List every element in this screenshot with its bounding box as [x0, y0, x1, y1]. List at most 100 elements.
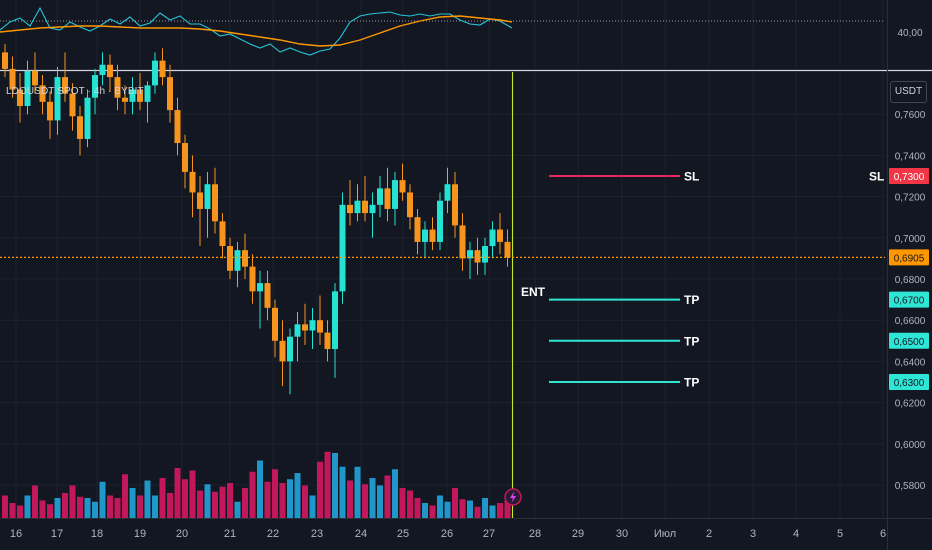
volume-bar	[122, 474, 128, 518]
volume-bar	[339, 466, 346, 518]
symbol-legend[interactable]: LDOUSDT SPOT · 4h · BYBIT	[6, 86, 144, 97]
candle-body	[159, 60, 166, 78]
level-price-badge	[889, 168, 929, 184]
sl-axis-tag: SL	[869, 170, 884, 184]
time-tick-label: 6	[880, 528, 886, 540]
candle-body	[309, 320, 316, 331]
volume-bar	[407, 490, 413, 518]
candle-body	[362, 200, 368, 214]
candle-body	[399, 180, 406, 193]
volume-bar	[309, 495, 316, 518]
entry-label: ENT	[521, 285, 546, 299]
volume-bar	[167, 493, 173, 518]
candle-body	[242, 250, 248, 267]
volume-bar	[414, 498, 421, 518]
volume-bar	[77, 496, 83, 518]
volume-bar	[242, 488, 248, 518]
current-price-badge	[889, 249, 929, 266]
volume-bar	[377, 485, 383, 518]
volume-bar	[219, 486, 226, 518]
candle-body	[302, 324, 308, 331]
volume-bar	[9, 503, 16, 518]
volume-bar	[174, 468, 181, 518]
volume-bar	[144, 480, 151, 518]
price-tick-label: 0,7200	[895, 193, 926, 204]
volume-bar	[474, 506, 481, 518]
time-tick-label: 22	[267, 528, 279, 540]
price-tick-label: 0,6400	[895, 357, 926, 368]
level-price-badge	[889, 374, 929, 390]
time-tick-label: 27	[483, 528, 495, 540]
candle-body	[452, 184, 458, 226]
candle-body	[294, 324, 301, 337]
time-tick-label: 20	[176, 528, 188, 540]
time-tick-label: 3	[750, 528, 756, 540]
rsi-scale-label: 40,00	[897, 28, 922, 39]
volume-bar	[114, 498, 121, 518]
candle-body	[467, 250, 473, 259]
candle-body	[137, 89, 143, 102]
volume-bar	[137, 495, 143, 518]
candle-body	[392, 180, 398, 209]
volume-bar	[287, 479, 293, 518]
time-tick-label: 19	[134, 528, 146, 540]
candle-body	[249, 266, 256, 292]
candle-body	[444, 184, 451, 201]
volume-bar	[249, 471, 256, 518]
level-label-tp: TP	[684, 293, 699, 307]
volume-bar	[47, 504, 53, 518]
time-tick-label: 30	[616, 528, 628, 540]
volume-bar	[107, 495, 113, 518]
lightning-marker	[504, 488, 522, 506]
rsi-ma-line	[0, 15, 513, 47]
volume-bar	[302, 485, 308, 518]
candle-body	[234, 250, 241, 271]
candle-body	[144, 85, 151, 102]
volume-bar	[62, 493, 68, 518]
level-price-label: 0,6700	[894, 296, 925, 307]
volume-bar	[212, 491, 218, 518]
level-label-sl: SL	[684, 170, 699, 184]
candle-body	[504, 241, 511, 258]
candle-body	[347, 204, 353, 214]
candle-body	[264, 283, 271, 308]
candle-body	[77, 116, 83, 139]
candle-body	[489, 229, 496, 247]
candle-body	[407, 192, 413, 218]
volume-bar	[354, 466, 361, 518]
volume-bar	[362, 484, 368, 518]
volume-bar	[429, 505, 436, 518]
candle-body	[459, 225, 466, 259]
volume-bar	[317, 461, 323, 518]
volume-bar	[452, 488, 458, 518]
price-tick-label: 0,7600	[895, 110, 926, 121]
volume-bar	[272, 469, 278, 518]
volume-bar	[197, 490, 203, 518]
volume-bar	[129, 488, 136, 518]
candle-body	[39, 85, 46, 102]
volume-bar	[189, 470, 196, 518]
candle-body	[32, 70, 38, 86]
price-tick-label: 0,7400	[895, 151, 926, 162]
volume-bar	[84, 498, 91, 518]
candle-body	[107, 64, 113, 78]
candle-body	[47, 101, 53, 121]
time-tick-label: 4	[793, 528, 799, 540]
volume-bar	[227, 483, 233, 518]
volume-bar	[332, 453, 338, 518]
candle-body	[17, 89, 23, 106]
candle-body	[212, 184, 218, 222]
volume-bar	[99, 481, 106, 518]
volume-bar	[294, 473, 301, 518]
volume-bar	[152, 495, 158, 518]
candle-body	[189, 171, 196, 193]
volume-bar	[32, 485, 38, 518]
currency-button[interactable]: USDT	[890, 81, 927, 103]
price-tick-label: 0,6200	[895, 399, 926, 410]
volume-bar	[324, 451, 331, 518]
volume-bar	[437, 495, 443, 518]
candle-body	[369, 204, 376, 214]
lightning-icon	[510, 491, 516, 503]
current-price-label: 0,6905	[894, 253, 925, 264]
